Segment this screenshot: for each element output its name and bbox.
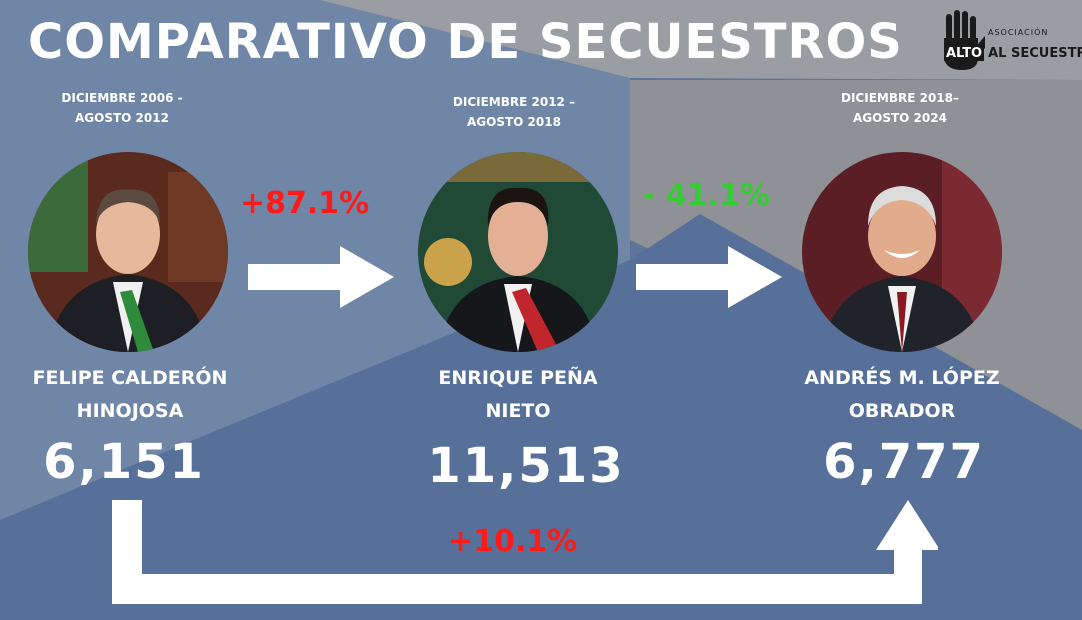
page-title: COMPARATIVO DE SECUESTROS xyxy=(28,14,903,70)
portrait-pena-nieto xyxy=(418,152,618,352)
arrow-right-icon xyxy=(248,246,394,308)
change-pena-to-lopez: - 41.1% xyxy=(643,178,770,213)
kidnappings-lopez-obrador: 6,777 xyxy=(823,434,985,490)
change-calderon-to-lopez: +10.1% xyxy=(448,524,578,559)
arrow-connector-icon xyxy=(112,500,938,604)
logo-tagline: ASOCIACIÓN xyxy=(988,28,1049,37)
period-calderon: DICIEMBRE 2006 - AGOSTO 2012 xyxy=(61,91,183,125)
change-calderon-to-pena: +87.1% xyxy=(240,186,370,221)
period-pena-nieto: DICIEMBRE 2012 – AGOSTO 2018 xyxy=(452,95,576,129)
arrow-right-icon xyxy=(636,246,782,308)
name-pena-nieto: ENRIQUE PEÑA NIETO xyxy=(438,367,598,422)
kidnappings-pena-nieto: 11,513 xyxy=(427,438,625,494)
portrait-calderon xyxy=(28,152,228,352)
raised-hand-icon xyxy=(944,10,985,70)
name-lopez-obrador: ANDRÉS M. LÓPEZ OBRADOR xyxy=(804,367,1000,422)
period-lopez-obrador: DICIEMBRE 2018– AGOSTO 2024 xyxy=(841,91,959,125)
name-calderon: FELIPE CALDERÓN HINOJOSA xyxy=(32,367,228,422)
kidnappings-calderon: 6,151 xyxy=(43,434,205,490)
portrait-lopez-obrador xyxy=(802,152,1002,352)
